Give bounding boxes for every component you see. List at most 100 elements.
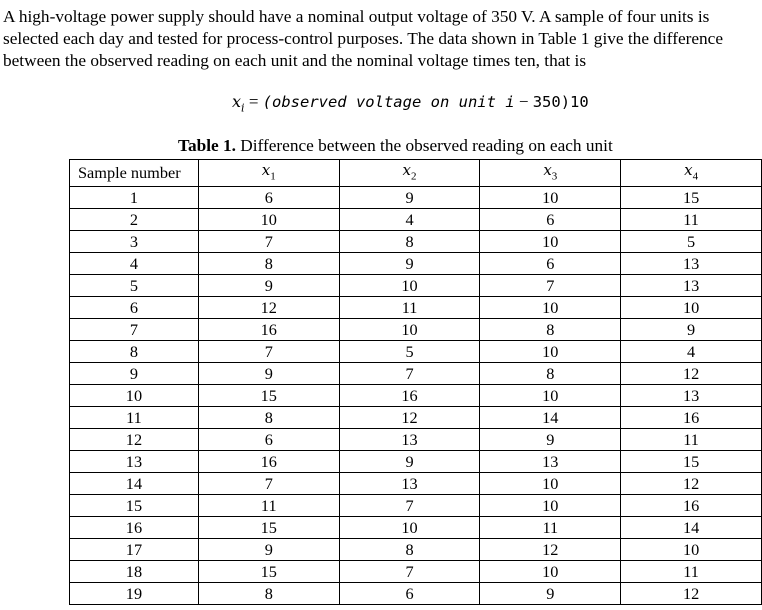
x3-cell: 10 [479, 560, 622, 584]
sample-number-cell: 6 [69, 296, 199, 320]
table-caption-label: Table 1. [178, 136, 236, 155]
x4-cell: 11 [620, 428, 762, 452]
x2-cell: 8 [338, 538, 481, 562]
table-row: 13 16 9 13 15 [69, 450, 762, 474]
header-sample-number: Sample number [69, 158, 199, 188]
x1-cell: 15 [197, 516, 340, 540]
table-row: 9 9 7 8 12 [69, 362, 762, 386]
x1-cell: 9 [197, 538, 340, 562]
x3-cell: 6 [479, 208, 622, 232]
intro-line-3: between the observed reading on each uni… [3, 51, 587, 70]
x4-cell: 13 [620, 384, 762, 408]
table-row: 2 10 4 6 11 [69, 208, 762, 232]
x1-cell: 15 [197, 384, 340, 408]
x3-cell: 7 [479, 274, 622, 298]
x1-cell: 8 [197, 582, 340, 606]
x2-cell: 6 [338, 582, 481, 606]
x2-cell: 13 [338, 472, 481, 496]
x2-cell: 10 [338, 318, 481, 342]
x1-cell: 6 [197, 186, 340, 210]
table-header-row: Sample number x1 x2 x3 x4 [69, 158, 762, 188]
header-x1: x1 [197, 158, 340, 188]
table-row: 5 9 10 7 13 [69, 274, 762, 298]
x2-cell: 12 [338, 406, 481, 430]
x4-cell: 16 [620, 494, 762, 518]
table-caption: Table 1. Difference between the observed… [178, 136, 613, 156]
x1-cell: 8 [197, 252, 340, 276]
sample-number-cell: 11 [69, 406, 199, 430]
table-row: 1 6 9 10 15 [69, 186, 762, 210]
table-row: 3 7 8 10 5 [69, 230, 762, 254]
sample-number-cell: 10 [69, 384, 199, 408]
x3-cell: 12 [479, 538, 622, 562]
x2-cell: 10 [338, 274, 481, 298]
x4-cell: 9 [620, 318, 762, 342]
intro-paragraph: A high-voltage power supply should have … [3, 6, 759, 72]
sample-number-cell: 18 [69, 560, 199, 584]
x1-cell: 9 [197, 362, 340, 386]
x4-cell: 15 [620, 450, 762, 474]
formula-expr: (observed voltage on unit i [262, 93, 515, 111]
sample-number-cell: 17 [69, 538, 199, 562]
x3-cell: 10 [479, 230, 622, 254]
data-table: Sample number x1 x2 x3 x4 1 6 9 10 15 2 10 4 6 11… [69, 158, 762, 606]
x4-cell: 16 [620, 406, 762, 430]
x2-cell: 13 [338, 428, 481, 452]
sample-number-cell: 5 [69, 274, 199, 298]
x3-cell: 10 [479, 384, 622, 408]
table-row: 19 8 6 9 12 [69, 582, 762, 606]
sample-number-cell: 8 [69, 340, 199, 364]
sample-number-cell: 16 [69, 516, 199, 540]
x4-cell: 12 [620, 362, 762, 386]
formula-num: 350)10 [532, 93, 589, 111]
x3-cell: 10 [479, 472, 622, 496]
sample-number-cell: 14 [69, 472, 199, 496]
table-row: 11 8 12 14 16 [69, 406, 762, 430]
intro-line-1: A high-voltage power supply should have … [3, 7, 710, 26]
x4-cell: 10 [620, 296, 762, 320]
table-row: 18 15 7 10 11 [69, 560, 762, 584]
x4-cell: 13 [620, 274, 762, 298]
table-row: 17 9 8 12 10 [69, 538, 762, 562]
x4-cell: 11 [620, 208, 762, 232]
header-x4: x4 [620, 158, 762, 188]
x3-cell: 14 [479, 406, 622, 430]
x4-cell: 14 [620, 516, 762, 540]
x1-cell: 11 [197, 494, 340, 518]
x1-cell: 15 [197, 560, 340, 584]
sample-number-cell: 13 [69, 450, 199, 474]
x1-cell: 7 [197, 230, 340, 254]
sample-number-cell: 4 [69, 252, 199, 276]
sample-number-cell: 1 [69, 186, 199, 210]
x4-cell: 15 [620, 186, 762, 210]
table-row: 15 11 7 10 16 [69, 494, 762, 518]
sample-number-cell: 9 [69, 362, 199, 386]
x2-cell: 9 [338, 450, 481, 474]
table-row: 14 7 13 10 12 [69, 472, 762, 496]
x2-cell: 5 [338, 340, 481, 364]
x2-cell: 7 [338, 560, 481, 584]
x3-cell: 9 [479, 582, 622, 606]
sample-number-cell: 3 [69, 230, 199, 254]
header-x2: x2 [338, 158, 481, 188]
formula-minus: − [514, 92, 533, 111]
table-caption-text: Difference between the observed reading … [235, 136, 613, 155]
x3-cell: 10 [479, 296, 622, 320]
header-x3: x3 [479, 158, 622, 188]
table-body: 1 6 9 10 15 2 10 4 6 11 3 7 8 10 5 4 8 9 6 13 5 9 10 7 13 6 12 11 10… [69, 186, 762, 606]
intro-line-2: selected each day and tested for process… [3, 29, 724, 48]
x3-cell: 13 [479, 450, 622, 474]
x3-cell: 11 [479, 516, 622, 540]
x2-cell: 7 [338, 362, 481, 386]
x3-cell: 10 [479, 494, 622, 518]
x2-cell: 7 [338, 494, 481, 518]
x1-cell: 6 [197, 428, 340, 452]
sample-number-cell: 15 [69, 494, 199, 518]
x3-cell: 8 [479, 318, 622, 342]
x1-cell: 9 [197, 274, 340, 298]
table-row: 8 7 5 10 4 [69, 340, 762, 364]
x4-cell: 10 [620, 538, 762, 562]
sample-number-cell: 12 [69, 428, 199, 452]
x3-cell: 10 [479, 186, 622, 210]
x2-cell: 9 [338, 252, 481, 276]
